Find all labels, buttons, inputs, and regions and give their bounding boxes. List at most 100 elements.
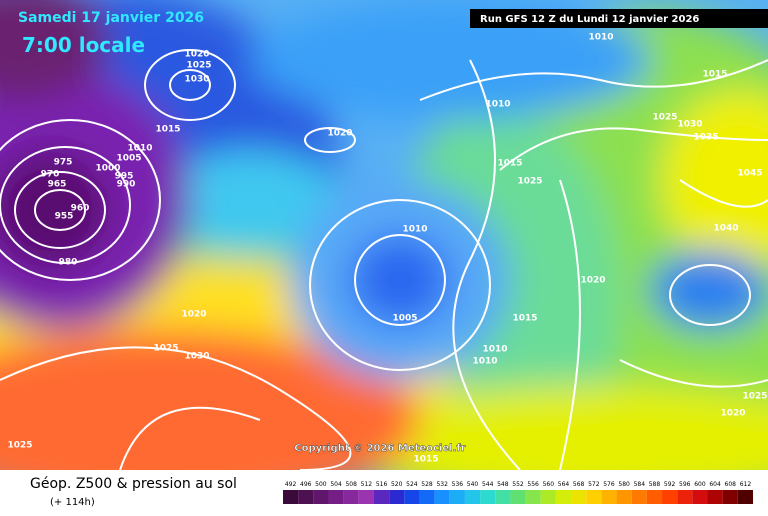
scale-label: 544 bbox=[482, 481, 494, 488]
isobar-label: 1020 bbox=[181, 310, 206, 320]
scale-swatch bbox=[464, 490, 481, 504]
scale-swatch bbox=[298, 490, 314, 504]
scale-swatch bbox=[328, 490, 344, 504]
scale-label: 580 bbox=[618, 481, 630, 488]
scale-label: 548 bbox=[497, 481, 509, 488]
scale-swatch bbox=[449, 490, 465, 504]
scale-swatch bbox=[404, 490, 420, 504]
scale-swatch bbox=[646, 490, 663, 504]
scale-label: 512 bbox=[361, 481, 373, 488]
isobar-label: 1015 bbox=[512, 314, 537, 324]
lead-time: (+ 114h) bbox=[50, 497, 95, 508]
isobar-label: 1000 bbox=[95, 164, 120, 174]
scale-swatch bbox=[343, 490, 359, 504]
isobar-label: 1020 bbox=[184, 50, 209, 60]
scale-swatch bbox=[555, 490, 572, 504]
scale-swatch bbox=[419, 490, 435, 504]
scale-swatch bbox=[707, 490, 723, 504]
isobar-label: 1035 bbox=[693, 133, 718, 143]
isobar-label: 1030 bbox=[677, 120, 702, 130]
scale-label: 572 bbox=[588, 481, 600, 488]
scale-swatch bbox=[495, 490, 511, 504]
scale-swatch bbox=[571, 490, 587, 504]
scale-label: 568 bbox=[573, 481, 585, 488]
isobar-label: 1025 bbox=[652, 113, 677, 123]
isobar-label: 1010 bbox=[588, 33, 613, 43]
scale-label: 508 bbox=[345, 481, 357, 488]
isobar-label: 1005 bbox=[392, 314, 417, 324]
scale-swatch bbox=[586, 490, 602, 504]
scale-label: 536 bbox=[452, 481, 464, 488]
scale-label: 496 bbox=[300, 481, 312, 488]
scale-swatch bbox=[737, 490, 753, 504]
isobar-label: 1025 bbox=[153, 344, 178, 354]
scale-label: 608 bbox=[725, 481, 737, 488]
scale-label: 552 bbox=[512, 481, 524, 488]
scale-swatch bbox=[510, 490, 526, 504]
scale-label: 500 bbox=[315, 481, 327, 488]
isobar-label: 1025 bbox=[517, 177, 542, 187]
isobar-label: 1020 bbox=[327, 129, 352, 139]
isobar-label: 965 bbox=[48, 180, 67, 190]
scale-label: 524 bbox=[406, 481, 418, 488]
scale-label: 612 bbox=[740, 481, 752, 488]
isobar-label: 955 bbox=[55, 212, 74, 222]
isobar-label: 1025 bbox=[7, 441, 32, 451]
scale-swatch bbox=[313, 490, 329, 504]
copyright: Copyright © 2026 Meteociel.fr bbox=[294, 443, 465, 454]
scale-label: 504 bbox=[330, 481, 342, 488]
scale-label: 592 bbox=[664, 481, 676, 488]
scale-swatch bbox=[525, 490, 541, 504]
isobar-label: 960 bbox=[71, 204, 90, 214]
scale-label: 604 bbox=[709, 481, 721, 488]
isobar-label: 1030 bbox=[184, 352, 209, 362]
scale-swatch bbox=[434, 490, 450, 504]
isobar-label: 1010 bbox=[402, 225, 427, 235]
forecast-date: Samedi 17 janvier 2026 bbox=[18, 10, 204, 26]
scale-swatch bbox=[358, 490, 374, 504]
scale-swatch bbox=[722, 490, 738, 504]
isobars bbox=[0, 49, 768, 470]
scale-swatch bbox=[283, 490, 299, 504]
isobar-label: 1005 bbox=[116, 154, 141, 164]
isobar-label: 970 bbox=[41, 170, 60, 180]
isobar-label: 1025 bbox=[742, 392, 767, 402]
isobar-label: 1010 bbox=[485, 100, 510, 110]
scale-label: 564 bbox=[558, 481, 570, 488]
scale-swatch bbox=[692, 490, 708, 504]
isobar-label: 1015 bbox=[413, 455, 438, 465]
scale-label: 560 bbox=[543, 481, 555, 488]
isobar-label: 975 bbox=[54, 158, 73, 168]
scale-label: 540 bbox=[467, 481, 479, 488]
scale-label: 588 bbox=[649, 481, 661, 488]
isobar-label: 1020 bbox=[580, 276, 605, 286]
scale-label: 584 bbox=[634, 481, 646, 488]
forecast-time: 7:00 locale bbox=[22, 33, 145, 57]
isobar-label: 990 bbox=[117, 180, 136, 190]
isobar-label: 1010 bbox=[127, 144, 152, 154]
isobar-label: 1015 bbox=[702, 70, 727, 80]
isobar-label: 1010 bbox=[482, 345, 507, 355]
scale-label: 532 bbox=[436, 481, 448, 488]
isobar-label: 1015 bbox=[497, 159, 522, 169]
scale-label: 520 bbox=[391, 481, 403, 488]
isobar-label: 1030 bbox=[184, 75, 209, 85]
scale-swatch bbox=[373, 490, 390, 504]
scale-swatch bbox=[389, 490, 405, 504]
scale-label: 556 bbox=[527, 481, 539, 488]
isobar-label: 1045 bbox=[737, 169, 762, 179]
isobar-label: 1025 bbox=[186, 61, 211, 71]
scale-label: 516 bbox=[376, 481, 388, 488]
scale-swatch bbox=[540, 490, 556, 504]
isobar-label: 1015 bbox=[155, 125, 180, 135]
isobar-label: 1020 bbox=[720, 409, 745, 419]
scale-label: 492 bbox=[285, 481, 297, 488]
scale-swatch bbox=[631, 490, 647, 504]
scale-swatch bbox=[616, 490, 632, 504]
isobar-label: 980 bbox=[59, 258, 78, 268]
isobar-label: 1040 bbox=[713, 224, 738, 234]
scale-swatch bbox=[601, 490, 617, 504]
scale-label: 528 bbox=[421, 481, 433, 488]
